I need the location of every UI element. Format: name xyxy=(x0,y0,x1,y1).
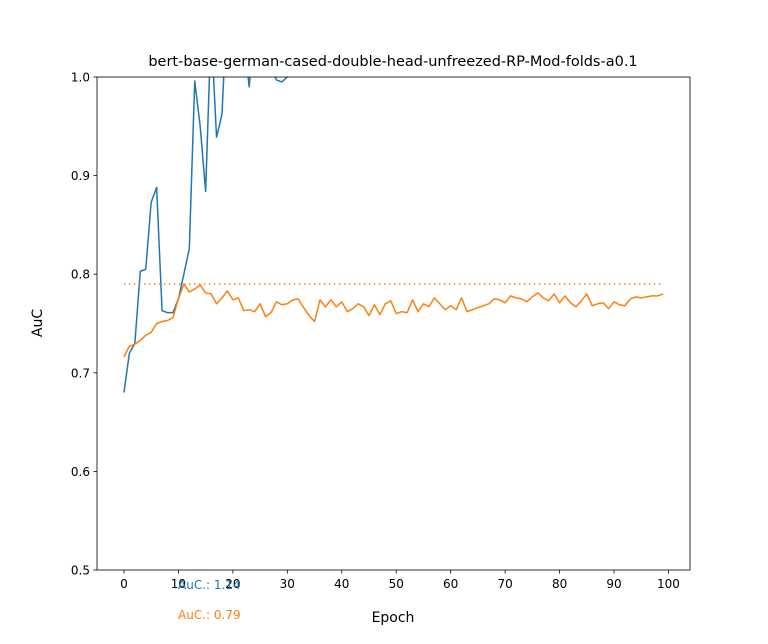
chart-title: bert-base-german-cased-double-head-unfre… xyxy=(148,54,637,70)
series-line xyxy=(123,283,664,358)
x-tick-label: 30 xyxy=(280,577,295,591)
x-tick-label: 10 xyxy=(171,577,186,591)
x-tick-label: 20 xyxy=(225,577,240,591)
series-line xyxy=(123,77,289,393)
axes-frame xyxy=(96,76,691,571)
y-tick-label: 0.8 xyxy=(71,268,90,282)
y-tick-label: 1.0 xyxy=(71,71,90,85)
y-tick-label: 0.7 xyxy=(71,366,90,380)
x-tick-label: 80 xyxy=(552,577,567,591)
plot-area xyxy=(123,77,664,393)
reference-label: AuC.: 0.79 xyxy=(178,608,241,622)
y-tick-label: 0.5 xyxy=(71,564,90,578)
reference-label: AuC.: 1.14 xyxy=(178,578,241,592)
x-tick-label: 100 xyxy=(657,577,680,591)
x-tick-label: 70 xyxy=(497,577,512,591)
y-tick-label: 0.6 xyxy=(71,465,90,479)
x-tick-label: 50 xyxy=(389,577,404,591)
x-tick-label: 0 xyxy=(120,577,128,591)
x-tick-label: 60 xyxy=(443,577,458,591)
x-tick-label: 40 xyxy=(334,577,349,591)
y-axis-label: AuC xyxy=(30,309,46,337)
x-tick-label: 90 xyxy=(606,577,621,591)
y-tick-label: 0.9 xyxy=(71,169,90,183)
x-axis-label: Epoch xyxy=(372,610,415,626)
